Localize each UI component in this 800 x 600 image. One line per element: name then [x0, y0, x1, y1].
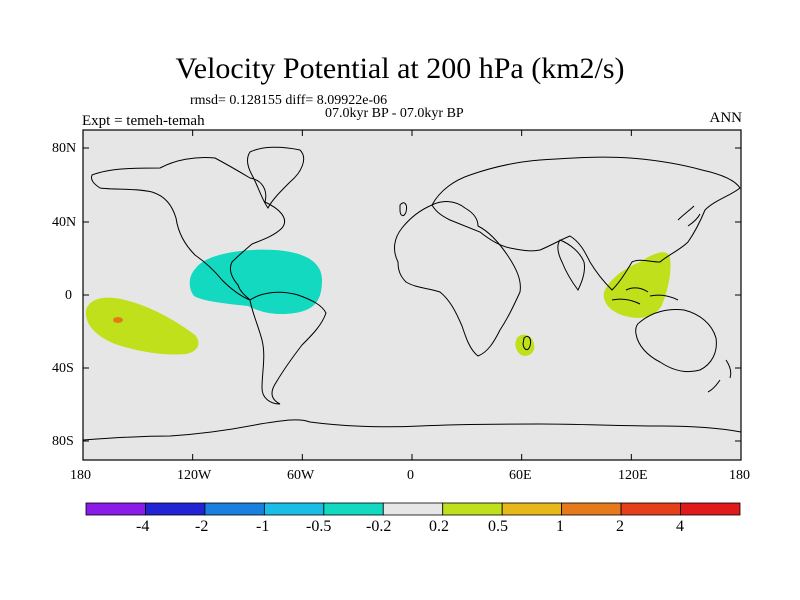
y-tick-0: 0 — [65, 288, 72, 303]
period-line: 07.0kyr BP - 07.0kyr BP — [325, 106, 464, 121]
coast-japan — [677, 205, 701, 227]
season-label: ANN — [709, 110, 743, 126]
coast-indonesia — [611, 287, 679, 305]
coast-madagascar — [522, 335, 531, 351]
x-tick-0: 0 — [407, 468, 414, 483]
coastlines — [82, 146, 742, 441]
colorbar-label: 4 — [676, 518, 684, 535]
colorbar-swatch — [263, 502, 325, 516]
colorbar-label: 1 — [556, 518, 564, 535]
plot-title: Velocity Potential at 200 hPa (km2/s) — [175, 52, 625, 85]
colorbar-swatch — [382, 502, 444, 516]
y-tick-80s: 80S — [52, 434, 74, 449]
y-tick-40n: 40N — [52, 215, 77, 230]
positive-anomaly-region-indian-ocean — [515, 334, 535, 356]
colorbar-swatch — [442, 502, 503, 516]
y-tick-40s: 40S — [52, 361, 74, 376]
x-tick-60w: 60W — [287, 468, 315, 483]
colorbar-swatch — [85, 502, 146, 516]
positive-anomaly-region-pacific — [85, 297, 199, 355]
colorbar-label: 0.2 — [429, 518, 449, 535]
stats-line: rmsd= 0.128155 diff= 8.09922e-06 — [190, 93, 388, 108]
colorbar — [85, 502, 741, 516]
colorbar-swatch — [204, 502, 265, 516]
experiment-label: Expt = temeh-temah — [82, 113, 205, 129]
colorbar-swatch — [323, 502, 384, 516]
coast-greenland — [247, 146, 305, 209]
x-tick-120e: 120E — [618, 468, 648, 483]
colorbar-swatch — [680, 502, 741, 516]
colorbar-swatch — [561, 502, 622, 516]
colorbar-swatch — [620, 502, 681, 516]
x-tick-60e: 60E — [509, 468, 532, 483]
colorbar-label: -0.5 — [306, 518, 332, 535]
x-tick-120w: 120W — [177, 468, 212, 483]
colorbar-label: 2 — [616, 518, 624, 535]
negative-anomaly-region-americas — [189, 249, 322, 315]
colorbar-swatch — [145, 502, 206, 516]
coast-new-zealand — [707, 359, 732, 393]
coast-eurasia — [431, 156, 741, 291]
coast-india — [557, 239, 585, 291]
colorbar-swatch — [501, 502, 563, 516]
colorbar-label: -0.2 — [366, 518, 392, 535]
coast-north-america — [91, 157, 286, 301]
x-tick-180e: 180 — [729, 468, 750, 483]
colorbar-label: -4 — [136, 518, 150, 535]
strong-anomaly-spot-pacific — [113, 317, 123, 323]
coast-uk — [399, 202, 407, 217]
positive-anomaly-region-indonesia — [603, 252, 671, 318]
y-tick-80n: 80N — [52, 141, 77, 156]
x-tick-180w: 180 — [70, 468, 91, 483]
colorbar-label: -2 — [195, 518, 209, 535]
axis-ticks — [82, 130, 742, 460]
coast-antarctica — [82, 419, 742, 441]
colorbar-label: 0.5 — [488, 518, 508, 535]
coast-australia — [635, 309, 717, 373]
colorbar-label: -1 — [256, 518, 270, 535]
coast-south-america — [249, 291, 327, 405]
